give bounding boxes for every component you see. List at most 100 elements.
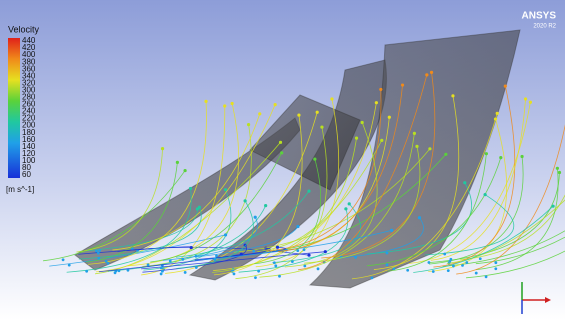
flow-arrow xyxy=(494,267,497,270)
flow-arrow xyxy=(176,161,179,164)
flow-arrow xyxy=(344,207,347,210)
flow-arrow xyxy=(418,216,421,219)
flow-arrow xyxy=(449,258,452,261)
flow-arrow xyxy=(479,257,482,260)
flow-arrow xyxy=(273,261,276,264)
flow-arrow xyxy=(291,260,294,263)
flow-arrow xyxy=(247,123,250,126)
flow-arrow xyxy=(127,269,130,272)
flow-arrow xyxy=(274,103,277,106)
flow-arrow xyxy=(430,71,433,74)
flow-arrow xyxy=(475,272,478,275)
flow-arrow xyxy=(355,137,358,140)
legend-ticks: 4404204003803603403203002802602402202001… xyxy=(22,36,36,179)
flow-arrow xyxy=(313,158,316,161)
flow-arrow xyxy=(415,145,418,148)
flow-arrow xyxy=(147,263,150,266)
flow-arrow xyxy=(463,181,466,184)
flow-arrow xyxy=(380,139,383,142)
flow-arrow xyxy=(257,270,260,273)
flow-arrow xyxy=(189,187,192,190)
flow-arrow xyxy=(504,85,507,88)
flow-arrow xyxy=(386,263,389,266)
flow-arrow xyxy=(244,199,247,202)
flow-arrow xyxy=(303,248,306,251)
flow-arrow xyxy=(379,88,382,91)
flow-arrow xyxy=(160,266,163,269)
legend-tick: 60 xyxy=(22,170,31,179)
flow-arrow xyxy=(161,270,164,273)
flow-arrow xyxy=(432,270,435,273)
logo-brand: ANSYS xyxy=(522,11,557,22)
flow-arrow xyxy=(494,261,497,264)
flow-arrow xyxy=(317,267,320,270)
flow-arrow xyxy=(451,94,454,97)
flow-arrow xyxy=(316,111,319,114)
flow-arrow xyxy=(254,216,257,219)
flow-arrow xyxy=(444,153,447,156)
cfd-viewport: Velocity 4404204003803603403203002802602… xyxy=(0,0,565,320)
flow-arrow xyxy=(386,252,389,255)
flow-arrow xyxy=(371,276,374,279)
flow-arrow xyxy=(375,101,378,104)
flow-arrow xyxy=(413,132,416,135)
flow-arrow xyxy=(296,225,299,228)
flow-arrow xyxy=(354,256,357,259)
flow-arrow xyxy=(223,104,226,107)
logo-version: 2020 R2 xyxy=(533,24,556,30)
flow-arrow xyxy=(68,264,71,267)
flow-arrow xyxy=(190,246,193,249)
flow-arrow xyxy=(95,250,98,253)
flow-arrow xyxy=(447,269,450,272)
flow-arrow xyxy=(307,254,310,257)
flow-arrow xyxy=(62,258,65,261)
flow-arrow xyxy=(556,167,559,170)
flow-arrow xyxy=(224,188,227,191)
flow-arrow xyxy=(161,147,164,150)
flow-arrow xyxy=(499,156,502,159)
flow-arrow xyxy=(425,73,428,76)
flow-arrow xyxy=(388,116,391,119)
flow-arrow xyxy=(280,151,283,154)
flow-arrow xyxy=(233,273,236,276)
flow-arrow xyxy=(348,202,351,205)
flow-arrow xyxy=(204,100,207,103)
flow-arrow xyxy=(485,275,488,278)
flow-arrow xyxy=(390,229,393,232)
flow-arrow xyxy=(97,257,100,260)
flow-arrow xyxy=(558,171,561,174)
flow-arrow xyxy=(303,265,306,268)
flow-arrow xyxy=(118,269,121,272)
flow-arrow xyxy=(452,265,455,268)
flow-arrow xyxy=(276,246,279,249)
flow-arrow xyxy=(274,264,277,267)
flow-arrow xyxy=(107,262,110,265)
flow-arrow xyxy=(258,112,261,115)
flow-arrow xyxy=(278,275,281,278)
flow-arrow xyxy=(215,255,218,258)
color-bar xyxy=(8,38,20,178)
flow-arrow xyxy=(264,204,267,207)
flow-arrow xyxy=(443,253,446,256)
flow-arrow xyxy=(97,252,100,255)
flow-arrow xyxy=(224,233,227,236)
flow-arrow xyxy=(320,125,323,128)
flow-arrow xyxy=(105,260,108,263)
flow-arrow xyxy=(198,206,201,209)
flow-arrow xyxy=(485,152,488,155)
flow-arrow xyxy=(330,97,333,100)
flow-arrow xyxy=(181,258,184,261)
flow-arrow xyxy=(254,276,257,279)
flow-arrow xyxy=(428,147,431,150)
flow-arrow xyxy=(465,261,468,264)
flow-arrow xyxy=(85,270,88,273)
flow-arrow xyxy=(231,102,234,105)
flow-arrow xyxy=(183,169,186,172)
flow-arrow xyxy=(195,255,198,258)
flow-arrow xyxy=(307,190,310,193)
flow-arrow xyxy=(529,101,532,104)
flow-arrow xyxy=(297,113,300,116)
flow-arrow xyxy=(361,121,364,124)
flow-arrow xyxy=(401,83,404,86)
legend-unit: [m s^-1] xyxy=(6,185,34,194)
